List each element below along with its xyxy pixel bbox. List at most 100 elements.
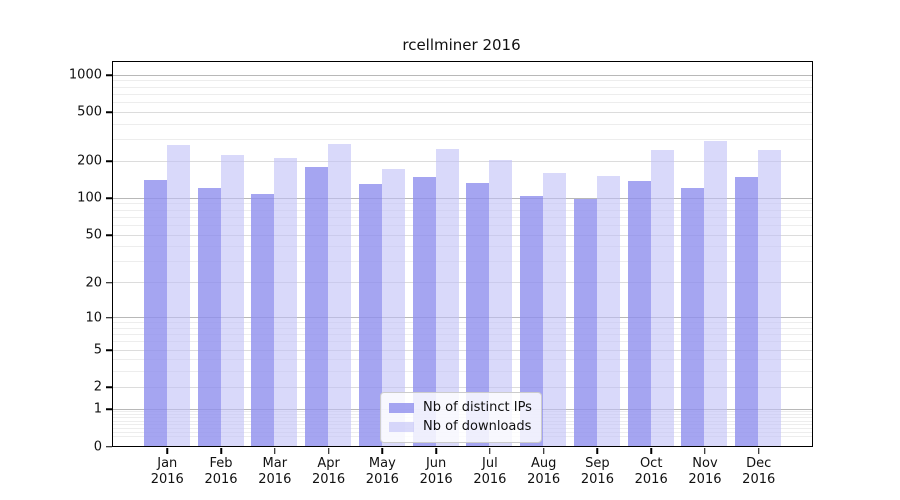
gridline xyxy=(113,160,812,162)
y-tick-mark xyxy=(106,197,112,200)
gridline-minor xyxy=(113,203,812,205)
y-tick-label: 10 xyxy=(85,310,102,326)
y-tick-mark xyxy=(106,408,112,410)
gridline-minor xyxy=(113,209,812,211)
legend-swatch-distinct-ips xyxy=(389,402,414,413)
x-tick-mark xyxy=(757,448,760,454)
gridline-minor xyxy=(113,322,812,324)
x-tick-mark xyxy=(327,448,330,454)
x-tick-mark xyxy=(166,448,169,454)
x-tick-mark xyxy=(596,448,599,454)
gridline-minor xyxy=(113,224,812,226)
legend-swatch-downloads xyxy=(389,421,414,432)
y-tick-label: 500 xyxy=(77,104,102,120)
bar-downloads xyxy=(381,168,405,446)
bar-downloads xyxy=(650,150,674,446)
y-tick-label: 1000 xyxy=(68,67,102,83)
bar-distinct-ips xyxy=(627,181,651,446)
bar-distinct-ips xyxy=(305,166,329,446)
x-tick-label: Mar 2016 xyxy=(258,456,292,487)
gridline-minor xyxy=(113,334,812,336)
bar-downloads xyxy=(543,173,567,446)
bar-downloads xyxy=(328,143,352,446)
bar-distinct-ips xyxy=(143,179,167,446)
bar-distinct-ips xyxy=(573,198,597,446)
gridline xyxy=(113,282,812,284)
gridline xyxy=(113,386,812,388)
y-tick-mark xyxy=(106,445,112,448)
x-tick-mark xyxy=(650,448,652,454)
bar-distinct-ips xyxy=(412,176,436,446)
gridline-minor xyxy=(113,261,812,263)
x-tick-mark xyxy=(704,448,706,454)
gridline-minor xyxy=(113,93,812,95)
gridline-minor xyxy=(113,101,812,103)
bar-distinct-ips xyxy=(466,183,490,446)
y-tick-label: 50 xyxy=(85,227,102,243)
x-tick-label: Jan 2016 xyxy=(150,456,184,487)
bar-downloads xyxy=(435,148,459,446)
bar-downloads xyxy=(489,160,513,446)
x-tick-label: Oct 2016 xyxy=(634,456,668,487)
gridline-minor xyxy=(113,139,812,141)
bar-downloads xyxy=(274,157,298,446)
y-tick-mark xyxy=(106,160,112,163)
gridline-minor xyxy=(113,327,812,329)
bar-distinct-ips xyxy=(251,194,275,446)
x-tick-label: Feb 2016 xyxy=(204,456,238,487)
gridline-minor xyxy=(113,246,812,248)
x-tick-label: May 2016 xyxy=(365,456,399,487)
bar-downloads xyxy=(220,154,244,446)
gridline-minor xyxy=(113,123,812,125)
legend-row: Nb of distinct IPs xyxy=(389,398,533,417)
y-tick-label: 20 xyxy=(85,275,102,291)
bar-distinct-ips xyxy=(681,187,705,446)
y-tick-mark xyxy=(106,111,112,113)
y-tick-label: 5 xyxy=(93,342,102,358)
chart-title: rcellminer 2016 xyxy=(402,36,521,54)
gridline-minor xyxy=(113,216,812,218)
x-tick-mark xyxy=(274,448,276,454)
gridline xyxy=(113,197,812,199)
x-tick-mark xyxy=(381,448,384,454)
y-tick-mark xyxy=(106,316,112,319)
gridline-minor xyxy=(113,80,812,82)
gridline-minor xyxy=(113,371,812,373)
plot-area: Nb of distinct IPs Nb of downloads xyxy=(112,61,813,447)
bar-distinct-ips xyxy=(358,183,382,446)
gridline-minor xyxy=(113,359,812,361)
x-tick-label: Apr 2016 xyxy=(312,456,346,487)
gridline xyxy=(113,349,812,351)
x-tick-mark xyxy=(220,448,222,454)
gridline xyxy=(113,74,812,76)
y-tick-mark xyxy=(106,386,112,389)
bar-downloads xyxy=(166,144,190,446)
y-tick-label: 100 xyxy=(77,190,102,206)
y-tick-mark xyxy=(106,234,112,236)
x-tick-mark xyxy=(435,448,437,454)
x-tick-mark xyxy=(489,448,491,454)
x-tick-label: Aug 2016 xyxy=(527,456,561,487)
legend-row: Nb of downloads xyxy=(389,417,533,436)
y-tick-mark xyxy=(106,349,112,351)
y-tick-label: 2 xyxy=(93,379,102,395)
bar-distinct-ips xyxy=(197,188,221,446)
bar-downloads xyxy=(758,149,782,446)
gridline xyxy=(113,234,812,236)
bar-distinct-ips xyxy=(520,196,544,446)
y-tick-label: 0 xyxy=(93,439,102,454)
x-tick-label: Nov 2016 xyxy=(688,456,722,487)
x-tick-mark xyxy=(542,448,545,454)
bar-downloads xyxy=(704,140,728,446)
y-tick-mark xyxy=(106,282,112,284)
gridline-minor xyxy=(113,86,812,88)
x-tick-label: Jul 2016 xyxy=(473,456,507,487)
legend-label: Nb of distinct IPs xyxy=(423,400,532,415)
y-tick-mark xyxy=(106,74,112,76)
gridline-minor xyxy=(113,341,812,343)
bar-distinct-ips xyxy=(735,176,759,446)
gridline xyxy=(113,317,812,319)
y-tick-label: 200 xyxy=(77,153,102,169)
y-tick-label: 1 xyxy=(93,401,102,417)
